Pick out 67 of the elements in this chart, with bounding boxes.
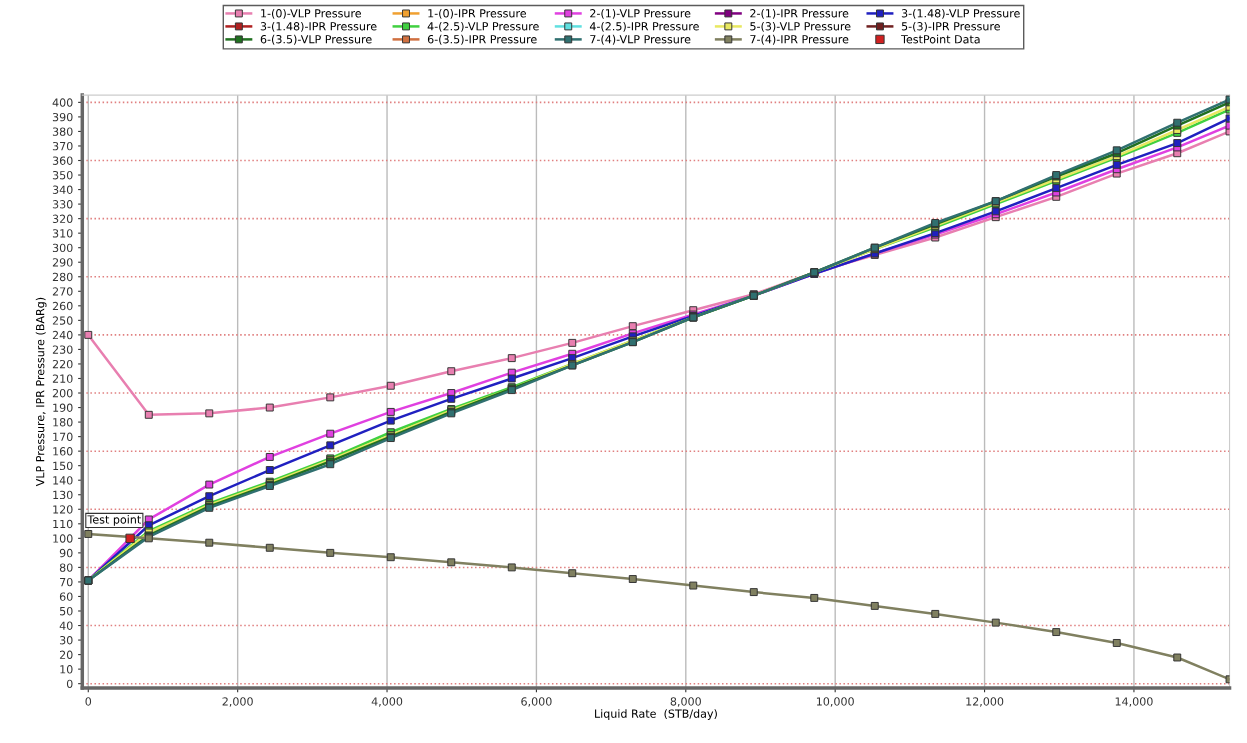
y-tick-label: 360 (52, 156, 73, 165)
legend-label: TestPoint Data (901, 34, 980, 44)
y-tick-label: 30 (59, 636, 73, 645)
y-tick-label: 50 (59, 606, 73, 616)
y-tick-label: 90 (59, 548, 73, 558)
y-tick-label: 300 (52, 243, 73, 253)
y-tick-label: 40 (59, 621, 73, 630)
y-tick-label: 190 (53, 403, 73, 412)
x-axis-title: Liquid Rate (STB/day) (595, 709, 717, 720)
legend-label: 3-(1.48)-VLP Pressure (901, 8, 1020, 19)
legend-label: 5-(3)-VLP Pressure (750, 21, 851, 32)
y-tick-label: 260 (52, 301, 73, 311)
y-tick-label: 220 (52, 359, 73, 369)
y-tick-label: 210 (52, 374, 73, 383)
y-tick-label: 230 (52, 345, 73, 354)
y-tick-label: 10 (60, 665, 73, 674)
x-tick-label: 6,000 (521, 697, 552, 707)
y-tick-label: 170 (53, 432, 73, 441)
y-tick-label: 380 (52, 127, 73, 136)
y-tick-label: 70 (60, 577, 73, 587)
y-tick-label: 140 (53, 476, 73, 485)
y-tick-label: 130 (53, 490, 73, 500)
y-tick-label: 270 (52, 287, 73, 296)
x-tick-label: 10,000 (816, 697, 854, 707)
annotation: Test point (87, 515, 141, 526)
x-tick-label: 8,000 (670, 697, 701, 707)
legend-label: 5-(3)-IPR Pressure (901, 21, 1000, 32)
legend-label: 4-(2.5)-IPR Pressure (589, 21, 699, 32)
y-tick-label: 110 (53, 519, 73, 529)
x-tick-label: 12,000 (966, 697, 1004, 707)
legend-label: 4-(2.5)-VLP Pressure (427, 21, 539, 32)
y-tick-label: 390 (52, 112, 73, 122)
y-tick-label: 290 (52, 258, 73, 267)
y-tick-label: 310 (52, 229, 73, 238)
y-tick-label: 120 (53, 505, 73, 514)
y-tick-label: 60 (59, 592, 73, 601)
y-tick-label: 160 (53, 447, 73, 456)
legend-label: 1-(0)-IPR Pressure (428, 8, 527, 19)
y-tick-label: 150 (53, 461, 73, 471)
y-tick-label: 20 (59, 650, 73, 659)
y-tick-label: 400 (52, 98, 73, 107)
legend-label: 2-(1)-VLP Pressure (590, 8, 691, 19)
y-tick-label: 340 (52, 185, 73, 194)
legend-label: 7-(4)-IPR Pressure (750, 34, 849, 45)
y-tick-label: 240 (52, 330, 73, 340)
y-tick-label: 330 (52, 200, 73, 209)
y-tick-label: 80 (59, 563, 73, 572)
legend-label: 7-(4)-VLP Pressure (590, 34, 691, 45)
y-tick-label: 350 (52, 171, 73, 180)
y-tick-label: 0 (66, 679, 73, 689)
y-tick-label: 250 (52, 316, 73, 325)
legend-label: 1-(0)-VLP Pressure (261, 8, 362, 19)
y-tick-label: 200 (52, 388, 73, 398)
legend-label: 2-(1)-IPR Pressure (750, 8, 849, 19)
legend-label: 6-(3.5)-VLP Pressure (260, 34, 372, 45)
y-tick-label: 370 (52, 141, 73, 151)
legend-label: 6-(3.5)-IPR Pressure (427, 34, 537, 45)
y-tick-label: 100 (53, 534, 73, 543)
y-tick-label: 280 (52, 272, 73, 282)
x-tick-label: 0 (85, 697, 92, 706)
x-tick-label: 2,000 (222, 697, 253, 707)
legend-label: 3-(1.48)-IPR Pressure (260, 21, 377, 32)
y-axis-title: VLP Pressure, IPR Pressure (BARg) (35, 297, 47, 487)
y-tick-label: 180 (53, 418, 73, 427)
x-tick-label: 14,000 (1115, 697, 1153, 707)
y-tick-label: 320 (52, 214, 73, 224)
x-tick-label: 4,000 (371, 697, 403, 707)
